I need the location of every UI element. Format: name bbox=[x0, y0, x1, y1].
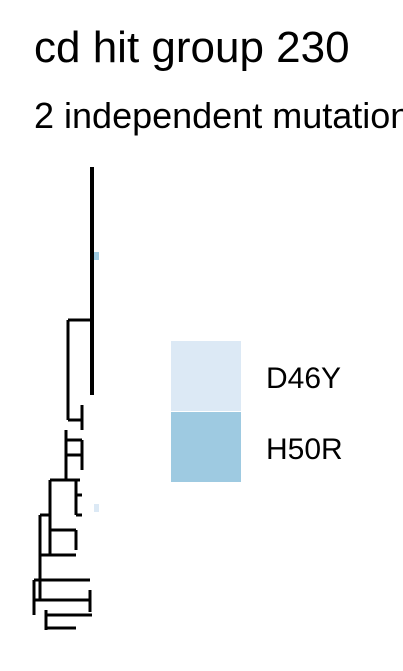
legend-label-d46y: D46Y bbox=[266, 362, 342, 395]
legend-key-d46y bbox=[171, 341, 241, 411]
legend-key-h50r bbox=[171, 412, 241, 482]
chart-subtitle: 2 independent mutations bbox=[34, 95, 403, 136]
mutation-mark-d46y bbox=[94, 504, 99, 512]
chart-title: cd hit group 230 bbox=[34, 23, 350, 72]
legend-label-h50r: H50R bbox=[266, 433, 343, 466]
mutation-mark-h50r bbox=[94, 252, 99, 260]
